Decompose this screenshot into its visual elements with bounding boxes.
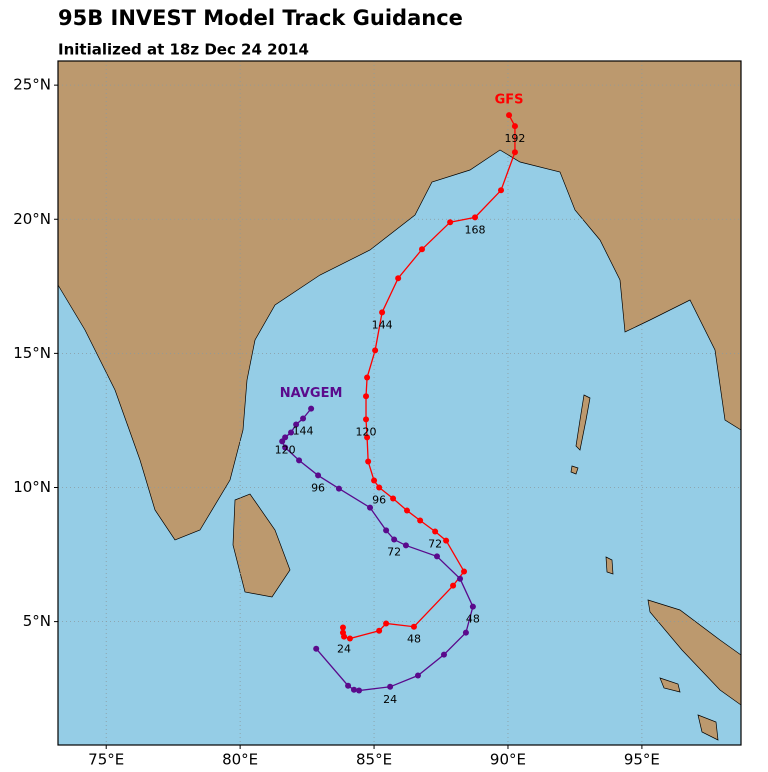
hour-label: 72 bbox=[428, 537, 442, 550]
track-point bbox=[300, 415, 307, 422]
track-point bbox=[364, 374, 371, 381]
track-point bbox=[418, 246, 425, 253]
track-point bbox=[288, 429, 295, 436]
track-point bbox=[433, 553, 440, 560]
track-point bbox=[364, 434, 371, 441]
track-point bbox=[345, 682, 352, 689]
track-point bbox=[432, 528, 439, 535]
track-point bbox=[367, 504, 374, 511]
track-point bbox=[308, 405, 315, 412]
track-point bbox=[376, 627, 383, 634]
track-point bbox=[356, 687, 363, 694]
track-point bbox=[450, 582, 457, 589]
track-point bbox=[511, 123, 518, 130]
sumatra-islands bbox=[659, 677, 719, 741]
hour-label: 72 bbox=[387, 546, 401, 559]
track-point bbox=[387, 683, 394, 690]
track-point bbox=[462, 629, 469, 636]
x-tick-label: 95°E bbox=[624, 751, 660, 769]
land bbox=[58, 61, 741, 541]
hour-label: 144 bbox=[293, 425, 314, 438]
track-point bbox=[443, 537, 450, 544]
track-point bbox=[511, 149, 518, 156]
track-point bbox=[363, 393, 370, 400]
track-point bbox=[363, 416, 370, 423]
legend-label: GFS bbox=[495, 93, 524, 108]
y-tick-label: 5°N bbox=[23, 612, 51, 630]
track-point bbox=[296, 457, 303, 464]
hour-label: 192 bbox=[504, 132, 525, 145]
chart-subtitle: Initialized at 18z Dec 24 2014 bbox=[58, 41, 309, 59]
track-point bbox=[282, 434, 289, 441]
track-point bbox=[341, 633, 348, 640]
track-point bbox=[379, 309, 386, 316]
plot-layer: 24 48 72 96 120 144 168 192 GFS 24 48 72 96 120 144 NAV… bbox=[58, 61, 741, 745]
hour-label: 24 bbox=[337, 643, 351, 656]
track-point bbox=[440, 651, 447, 658]
y-tick-label: 15°N bbox=[13, 344, 51, 362]
hour-label: 120 bbox=[275, 443, 296, 456]
track-point bbox=[371, 477, 378, 484]
track-point bbox=[390, 495, 397, 502]
track-point bbox=[391, 536, 398, 543]
track-point bbox=[315, 472, 322, 479]
hour-label: 48 bbox=[466, 613, 480, 626]
andaman-islands bbox=[570, 394, 614, 575]
track-point bbox=[350, 686, 357, 693]
sumatra bbox=[647, 599, 741, 706]
track-point bbox=[457, 575, 464, 582]
sri-lanka bbox=[232, 493, 291, 598]
track-point bbox=[346, 635, 353, 642]
track-point bbox=[414, 672, 421, 679]
hour-label: 120 bbox=[356, 425, 377, 438]
track-point bbox=[383, 527, 390, 534]
hour-label: 168 bbox=[465, 223, 486, 236]
plot-frame bbox=[57, 60, 742, 746]
legend-label: NAVGEM bbox=[280, 386, 343, 401]
hour-label: 144 bbox=[372, 318, 393, 331]
track-point bbox=[335, 485, 342, 492]
track-point bbox=[383, 620, 390, 627]
hour-label: 48 bbox=[407, 633, 421, 646]
y-tick-label: 25°N bbox=[13, 76, 51, 94]
track-point bbox=[339, 624, 346, 631]
track-point bbox=[372, 347, 379, 354]
x-tick-label: 90°E bbox=[490, 751, 526, 769]
track-point bbox=[403, 507, 410, 514]
track-point bbox=[410, 623, 417, 630]
x-tick-label: 85°E bbox=[356, 751, 392, 769]
hour-label: 24 bbox=[383, 693, 397, 706]
track-point bbox=[469, 603, 476, 610]
hour-label: 96 bbox=[311, 481, 325, 494]
track-point bbox=[365, 458, 372, 465]
track-point bbox=[395, 275, 402, 282]
track-point bbox=[402, 542, 409, 549]
track-point bbox=[461, 568, 468, 575]
y-tick-label: 10°N bbox=[13, 478, 51, 496]
x-tick-label: 75°E bbox=[88, 751, 124, 769]
track-point bbox=[472, 214, 479, 221]
chart-title: 95B INVEST Model Track Guidance bbox=[58, 6, 463, 30]
track-point bbox=[498, 187, 505, 194]
track-point bbox=[282, 444, 289, 451]
hour-label: 96 bbox=[372, 493, 386, 506]
track-point bbox=[313, 645, 320, 652]
track-point bbox=[447, 219, 454, 226]
track-point bbox=[417, 517, 424, 524]
track-point bbox=[293, 421, 300, 428]
map bbox=[58, 61, 741, 745]
track-point bbox=[376, 484, 383, 491]
track-point bbox=[506, 112, 513, 119]
x-tick-label: 80°E bbox=[222, 751, 258, 769]
y-tick-label: 20°N bbox=[13, 210, 51, 228]
